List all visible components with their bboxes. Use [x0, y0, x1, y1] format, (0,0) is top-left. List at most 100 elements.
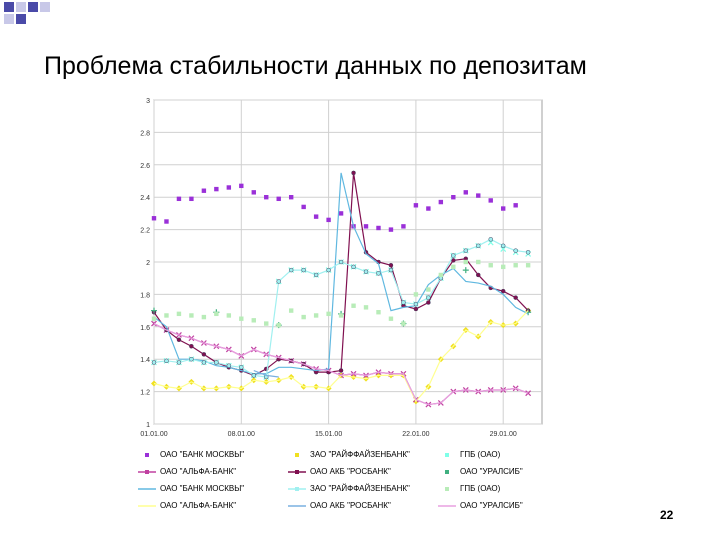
- data-point: [488, 198, 493, 203]
- legend-entry: ОАО "АЛЬФА-БАНК": [138, 501, 236, 510]
- legend-label: ГПБ (ОАО): [460, 450, 501, 459]
- data-point: [500, 243, 506, 249]
- data-point: [201, 314, 207, 320]
- data-point: [351, 264, 356, 270]
- y-tick-label: 3: [146, 98, 150, 105]
- data-point: [513, 248, 518, 253]
- legend-swatch: [288, 469, 306, 474]
- data-point: [251, 373, 257, 378]
- data-point: [413, 301, 419, 307]
- legend-swatch: [288, 504, 306, 507]
- data-point: [525, 263, 531, 268]
- data-point: [326, 311, 331, 317]
- data-point: [388, 316, 394, 321]
- y-tick-label: 2: [146, 260, 150, 267]
- data-point: [501, 206, 506, 211]
- legend-label: ОАО "УРАЛСИБ": [460, 501, 523, 510]
- data-point: [476, 193, 481, 198]
- data-point: [338, 368, 344, 373]
- data-point: [525, 390, 532, 397]
- legend-swatch: [445, 486, 449, 491]
- data-point: [326, 267, 331, 273]
- y-tick-label: 2.4: [140, 195, 150, 202]
- data-point: [264, 321, 269, 326]
- legend-entry: ЗАО "РАЙФФАЙЗЕНБАНК": [288, 484, 410, 493]
- data-point: [313, 272, 319, 278]
- legend-label: ОАО "БАНК МОСКВЫ": [160, 450, 245, 459]
- data-point: [413, 306, 419, 312]
- y-tick-label: 2.6: [140, 163, 150, 170]
- y-tick-label: 1.4: [140, 357, 150, 364]
- legend-swatch: [438, 504, 456, 507]
- legend-label: ОАО "БАНК МОСКВЫ": [160, 484, 245, 493]
- data-point: [401, 300, 406, 305]
- data-point: [401, 321, 406, 326]
- data-point: [338, 313, 344, 318]
- data-point: [462, 267, 469, 274]
- y-tick-label: 1: [146, 422, 150, 429]
- y-tick-label: 1.2: [140, 390, 150, 397]
- legend-entry: ОАО "АЛЬФА-БАНК": [138, 467, 236, 476]
- data-point: [264, 195, 269, 200]
- slide-title: Проблема стабильности данных по депозита…: [44, 52, 587, 80]
- legend-swatch: [288, 486, 306, 491]
- y-tick-label: 1.8: [140, 292, 150, 299]
- data-point: [201, 188, 207, 193]
- data-point: [276, 279, 281, 284]
- data-point: [176, 337, 182, 343]
- legend-entry: ОАО "БАНК МОСКВЫ": [138, 484, 244, 493]
- deco-square-3: [28, 2, 38, 12]
- data-point: [214, 186, 219, 192]
- data-point: [313, 214, 319, 219]
- legend-swatch: [138, 504, 156, 507]
- data-point: [151, 216, 157, 221]
- data-point: [176, 311, 182, 317]
- data-point: [388, 267, 394, 273]
- deco-square-1: [4, 2, 14, 12]
- deco-square-6: [40, 2, 50, 12]
- data-point: [151, 360, 157, 365]
- deco-square-4: [4, 14, 14, 24]
- x-tick-label: 29.01.00: [490, 431, 517, 438]
- data-point: [301, 314, 306, 320]
- data-point: [189, 196, 194, 202]
- data-point: [226, 185, 232, 190]
- data-point: [251, 318, 256, 323]
- data-point: [488, 263, 493, 268]
- legend-entry: ОАО "УРАЛСИБ": [438, 501, 523, 510]
- data-point: [438, 199, 444, 205]
- data-point: [251, 190, 256, 195]
- y-tick-label: 2.2: [140, 228, 150, 235]
- data-point: [189, 356, 194, 362]
- legend-swatch: [145, 452, 149, 457]
- data-point: [476, 259, 481, 265]
- data-point: [500, 288, 506, 294]
- y-tick-label: 1.6: [140, 325, 150, 332]
- data-point: [488, 237, 493, 242]
- x-tick-label: 15.01.00: [315, 431, 342, 438]
- deco-square-5: [16, 14, 26, 24]
- series-line-6: [153, 172, 529, 375]
- legend-entry: ОАО АКБ "РОСБАНК": [288, 467, 391, 476]
- data-point: [513, 295, 518, 300]
- data-point: [189, 343, 194, 349]
- x-tick-label: 01.01.00: [140, 431, 167, 438]
- data-point: [388, 262, 394, 268]
- data-point: [513, 203, 518, 208]
- legend-swatch: [445, 469, 449, 474]
- data-point: [301, 267, 306, 273]
- legend-label: ОАО "АЛЬФА-БАНК": [160, 467, 237, 476]
- data-point: [338, 211, 344, 216]
- data-point: [451, 253, 456, 258]
- legend-label: ЗАО "РАЙФФАЙЗЕНБАНК": [310, 484, 410, 493]
- data-point: [376, 271, 381, 276]
- data-point: [451, 264, 456, 270]
- x-tick-label: 22.01.00: [402, 431, 429, 438]
- legend-label: ГПБ (ОАО): [460, 484, 501, 493]
- data-point: [214, 311, 219, 317]
- data-point: [476, 272, 481, 278]
- data-point: [487, 239, 494, 246]
- legend-entry: ЗАО "РАЙФФАЙЗЕНБАНК": [288, 450, 410, 459]
- slide-decoration: [4, 2, 50, 24]
- x-tick-label: 08.01.00: [228, 431, 255, 438]
